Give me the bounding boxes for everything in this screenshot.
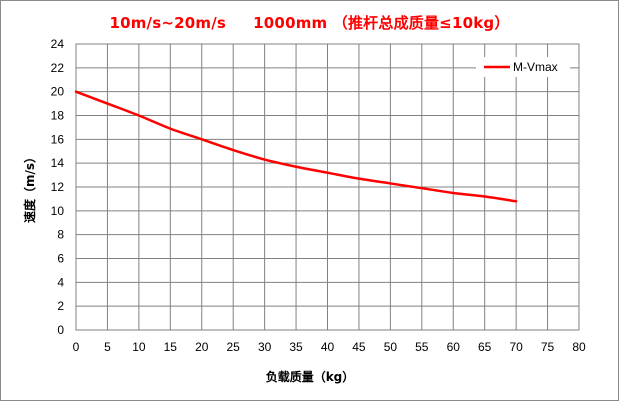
x-axis-label: 负载质量（kg）: [266, 369, 355, 384]
x-tick-label: 30: [258, 340, 272, 354]
y-tick-label: 20: [51, 85, 65, 99]
y-tick-label: 6: [57, 252, 64, 266]
x-tick-label: 65: [478, 340, 492, 354]
y-tick-label: 18: [51, 109, 65, 123]
legend-box: [476, 57, 570, 77]
x-tick-label: 20: [195, 340, 209, 354]
y-tick-label: 14: [51, 156, 65, 170]
y-tick-label: 24: [51, 37, 65, 51]
x-tick-label: 50: [384, 340, 398, 354]
x-tick-label: 25: [227, 340, 241, 354]
x-tick-label: 5: [104, 340, 111, 354]
x-tick-label: 35: [289, 340, 303, 354]
y-tick-label: 22: [51, 61, 65, 75]
legend-label: M-Vmax: [513, 60, 558, 74]
chart-title: 10m/s~20m/s 1000mm （推杆总成质量≤10kg）: [109, 14, 510, 32]
y-tick-label: 12: [51, 180, 65, 194]
y-tick-label: 0: [57, 323, 64, 337]
x-tick-label: 10: [132, 340, 146, 354]
y-tick-label: 16: [51, 132, 65, 146]
x-tick-label: 0: [73, 340, 80, 354]
y-tick-label: 2: [57, 299, 64, 313]
y-tick-label: 8: [57, 228, 64, 242]
x-tick-labels: 0 5 10 15 20 25 30 35 40 45 50 55 60 65 70 75 80: [73, 340, 586, 354]
series-layer: [74, 90, 518, 203]
y-axis-label: 速度（m/s）: [22, 151, 37, 223]
legend: M-Vmax: [476, 57, 570, 77]
x-tick-label: 80: [572, 340, 586, 354]
y-tick-label: 10: [51, 204, 65, 218]
x-tick-label: 45: [352, 340, 366, 354]
gridlines: [75, 43, 580, 331]
x-tick-label: 40: [321, 340, 335, 354]
x-tick-label: 75: [541, 340, 555, 354]
x-tick-label: 55: [415, 340, 429, 354]
x-tick-label: 15: [164, 340, 178, 354]
y-tick-label: 4: [57, 275, 64, 289]
x-tick-label: 70: [509, 340, 523, 354]
x-tick-label: 60: [447, 340, 461, 354]
